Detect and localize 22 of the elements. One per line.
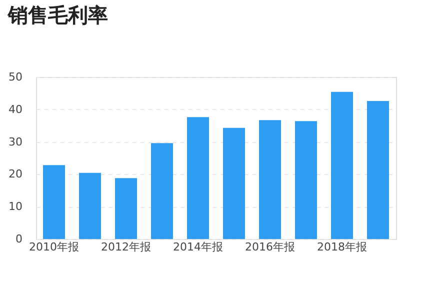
y-tick-label: 30 [8,135,22,148]
bar [187,117,209,239]
x-tick-label: 2018年报 [317,240,367,254]
bar [79,172,101,239]
x-tick-label: 2014年报 [173,240,223,254]
y-tick-label: 0 [16,232,22,246]
y-tick-label: 20 [8,168,22,181]
bar [367,100,389,239]
y-tick-label: 40 [8,102,22,116]
x-tick-label: 2012年报 [101,240,151,254]
bar [115,178,137,239]
chart-title: 销售毛利率 [7,3,108,27]
bar [295,121,317,239]
bar [151,143,173,239]
x-tick-label: 2010年报 [29,240,79,254]
y-tick-label: 50 [8,70,22,84]
y-tick-label: 10 [8,200,22,214]
bar [223,128,245,239]
bar [331,92,353,239]
bar [259,120,281,239]
bar [43,165,65,239]
x-tick-label: 2016年报 [245,240,295,254]
